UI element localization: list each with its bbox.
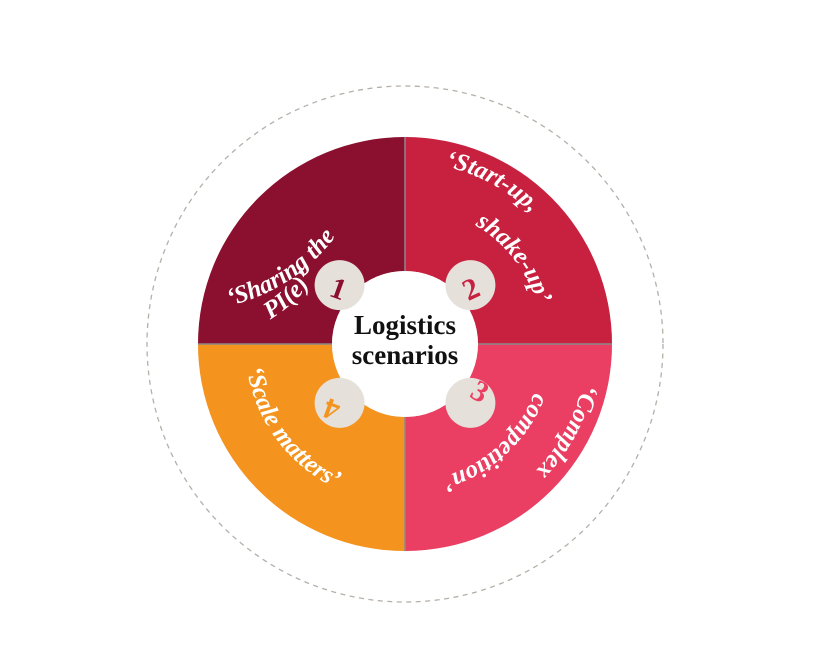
svg-text:Logistics: Logistics [354, 310, 456, 340]
svg-text:scenarios: scenarios [352, 340, 458, 370]
